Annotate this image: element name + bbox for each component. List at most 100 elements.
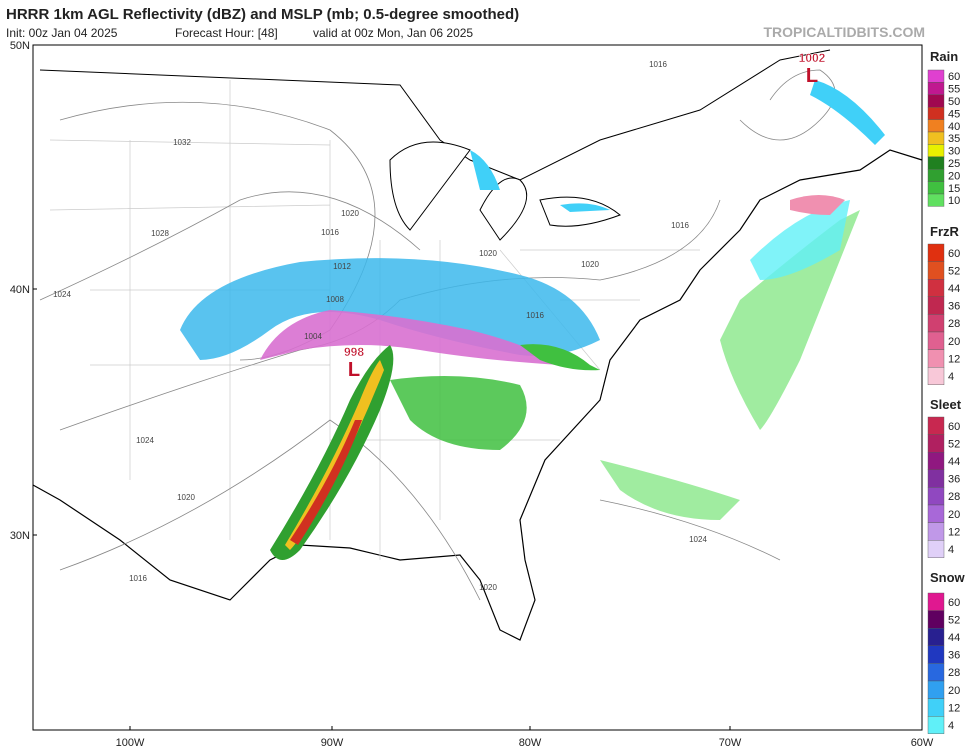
isobar-label: 1032 bbox=[173, 138, 191, 147]
legend-swatch bbox=[927, 156, 945, 170]
legend-tick: 60 bbox=[948, 248, 960, 260]
legend-tick: 52 bbox=[948, 614, 960, 626]
legend-swatch bbox=[927, 331, 945, 350]
legend-tick: 30 bbox=[948, 146, 960, 158]
legend-tick: 4 bbox=[948, 720, 954, 732]
legend-tick: 12 bbox=[948, 353, 960, 365]
legend-tick: 35 bbox=[948, 133, 960, 145]
legend-tick: 4 bbox=[948, 544, 954, 556]
lat-label: 50N bbox=[10, 40, 30, 52]
legend-tick: 4 bbox=[948, 371, 954, 383]
legend-tick: 40 bbox=[948, 121, 960, 133]
legend-tick: 52 bbox=[948, 438, 960, 450]
legend-swatch bbox=[927, 434, 945, 453]
legend-swatch bbox=[927, 522, 945, 541]
precipitation bbox=[180, 80, 885, 560]
legend-swatch bbox=[927, 82, 945, 96]
legend-swatch bbox=[927, 296, 945, 315]
legend-swatch bbox=[927, 243, 945, 262]
legend-swatch bbox=[927, 181, 945, 195]
legend-tick: 20 bbox=[948, 170, 960, 182]
legend-tick: 36 bbox=[948, 650, 960, 662]
isobar-label: 1012 bbox=[333, 262, 351, 271]
coastline bbox=[32, 149, 923, 641]
legend-swatch bbox=[927, 416, 945, 435]
legend-swatch bbox=[927, 349, 945, 368]
lat-label: 30N bbox=[10, 530, 30, 542]
forecast-hour: Forecast Hour: [48] bbox=[175, 26, 278, 40]
legend-tick: 36 bbox=[948, 474, 960, 486]
legend-swatch bbox=[927, 487, 945, 506]
isobar-label: 1016 bbox=[321, 228, 339, 237]
legend-swatch bbox=[927, 94, 945, 108]
legend-swatch bbox=[927, 663, 945, 682]
legend-swatch bbox=[927, 279, 945, 298]
isobar-label: 1020 bbox=[177, 493, 195, 502]
lon-label: 70W bbox=[719, 737, 742, 749]
legend-tick: 28 bbox=[948, 318, 960, 330]
legend-swatch bbox=[927, 452, 945, 471]
legend-title: Snow bbox=[930, 570, 966, 585]
legend-tick: 55 bbox=[948, 84, 960, 96]
pressure-value: 998 bbox=[344, 345, 364, 359]
great-lakes bbox=[389, 141, 621, 241]
legend-swatch bbox=[927, 592, 945, 611]
legend-tick: 60 bbox=[948, 597, 960, 609]
legend-swatch bbox=[927, 131, 945, 145]
legend-tick: 36 bbox=[948, 301, 960, 313]
legend-swatch bbox=[927, 261, 945, 280]
legend-swatch bbox=[927, 106, 945, 120]
isobar-label: 1024 bbox=[136, 436, 154, 445]
legend-swatch bbox=[927, 119, 945, 133]
lon-label: 80W bbox=[519, 737, 542, 749]
valid-time: valid at 00z Mon, Jan 06 2025 bbox=[313, 26, 473, 40]
legend-tick: 52 bbox=[948, 265, 960, 277]
legend-tick: 25 bbox=[948, 158, 960, 170]
legend-swatch bbox=[927, 367, 945, 386]
isobar-label: 1024 bbox=[689, 535, 707, 544]
isobar-label: 1016 bbox=[526, 311, 544, 320]
legend-tick: 28 bbox=[948, 491, 960, 503]
map-area bbox=[32, 44, 923, 731]
low-symbol: L bbox=[806, 65, 818, 87]
legend-tick: 45 bbox=[948, 108, 960, 120]
isobar-label: 1020 bbox=[479, 249, 497, 258]
legend-swatch bbox=[927, 69, 945, 83]
title: HRRR 1km AGL Reflectivity (dBZ) and MSLP… bbox=[6, 6, 519, 23]
isobar-label: 1008 bbox=[326, 295, 344, 304]
legend-tick: 15 bbox=[948, 183, 960, 195]
legend-tick: 44 bbox=[948, 456, 960, 468]
legend-tick: 28 bbox=[948, 667, 960, 679]
legend-tick: 50 bbox=[948, 96, 960, 108]
legend-title: FrzR bbox=[930, 224, 960, 239]
isobar-label: 1020 bbox=[479, 583, 497, 592]
legend-tick: 12 bbox=[948, 526, 960, 538]
legend-tick: 60 bbox=[948, 71, 960, 83]
isobar-label: 1020 bbox=[341, 209, 359, 218]
legend-tick: 20 bbox=[948, 509, 960, 521]
isobar-label: 1020 bbox=[581, 260, 599, 269]
legend-swatch bbox=[927, 314, 945, 333]
pressure-value: 1002 bbox=[799, 51, 826, 65]
lat-label: 40N bbox=[10, 284, 30, 296]
lon-label: 60W bbox=[911, 737, 934, 749]
isobar-label: 1016 bbox=[129, 574, 147, 583]
isobar-label: 1028 bbox=[151, 229, 169, 238]
isobar-label: 1016 bbox=[649, 60, 667, 69]
legend-swatch bbox=[927, 540, 945, 559]
legend-tick: 12 bbox=[948, 702, 960, 714]
legend-tick: 20 bbox=[948, 336, 960, 348]
legend-swatch bbox=[927, 680, 945, 699]
credit: TROPICALTIDBITS.COM bbox=[763, 24, 925, 40]
lon-label: 100W bbox=[116, 737, 145, 749]
legend-swatch bbox=[927, 610, 945, 629]
legend-swatch bbox=[927, 469, 945, 488]
legend-swatch bbox=[927, 193, 945, 207]
legend-swatch bbox=[927, 698, 945, 717]
isobar-label: 1024 bbox=[53, 290, 71, 299]
legend-swatch bbox=[927, 645, 945, 664]
low-symbol: L bbox=[348, 359, 360, 381]
lon-label: 90W bbox=[321, 737, 344, 749]
